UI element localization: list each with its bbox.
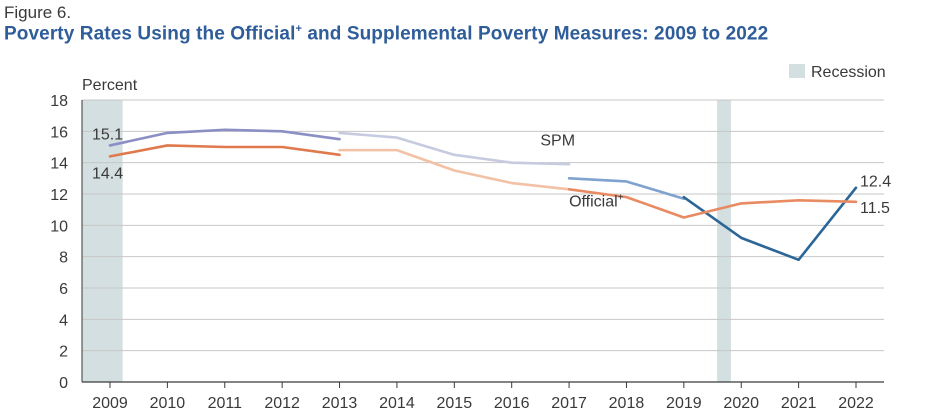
- y-axis-label: Percent: [82, 77, 138, 94]
- y-tick-label: 14: [50, 156, 68, 173]
- x-tick-label: 2009: [92, 395, 128, 412]
- y-tick-label: 10: [50, 218, 68, 235]
- y-tick-label: 0: [59, 375, 68, 392]
- annotation-label: SPM: [540, 132, 575, 149]
- title-text-rest: and Supplemental Poverty Measures: 2009 …: [301, 23, 769, 45]
- annotation-label: 14.4: [92, 165, 123, 182]
- spm-line-segment: [682, 186, 858, 262]
- x-tick-label: 2011: [208, 395, 243, 412]
- spm-line-segment: [108, 128, 341, 147]
- title-superscript: +: [295, 23, 302, 35]
- y-tick-label: 18: [50, 93, 68, 110]
- data-labels: 15.1 14.4 12.4 11.5 SPM Official+: [92, 126, 891, 216]
- x-tick-label: 2014: [379, 395, 415, 412]
- official-line-segment: [108, 144, 341, 158]
- x-tick-label: 2021: [781, 395, 817, 412]
- annotation-label: 15.1: [92, 126, 123, 143]
- annotation-label: Official+: [569, 193, 624, 211]
- legend-label-recession: Recession: [811, 64, 886, 81]
- chart-title: Poverty Rates Using the Official+ and Su…: [4, 23, 768, 45]
- legend-swatch-recession: [789, 64, 805, 78]
- figure-label: Figure 6.: [4, 3, 72, 22]
- y-tick-label: 4: [59, 312, 68, 329]
- recession-band: [82, 100, 123, 382]
- x-tick-label: 2022: [838, 395, 874, 412]
- series-lines: [108, 128, 858, 262]
- official-line-segment: [338, 148, 571, 191]
- annotation-label: 12.4: [860, 174, 891, 191]
- x-tick-label: 2015: [437, 395, 473, 412]
- gridlines: [82, 99, 884, 352]
- y-tick-label: 16: [50, 124, 68, 141]
- x-tick-label: 2020: [723, 395, 759, 412]
- y-tick-label: 12: [50, 187, 68, 204]
- x-tick-label: 2019: [666, 395, 702, 412]
- recession-bands: [82, 100, 731, 382]
- x-tick-label: 2013: [322, 395, 358, 412]
- legend: Recession: [789, 64, 886, 81]
- recession-band: [717, 100, 731, 382]
- x-tick-label: 2017: [551, 395, 587, 412]
- official-line-segment: [567, 188, 858, 219]
- annotation-label: 11.5: [860, 200, 890, 217]
- x-tick-label: 2018: [609, 395, 645, 412]
- x-tick-label: 2010: [150, 395, 186, 412]
- axes: 0 2 4 6 8 10 12 14 16 18 Percent 2009 2010 2011 2012 20…: [50, 77, 884, 412]
- spm-line-segment: [338, 131, 571, 166]
- y-tick-label: 6: [59, 281, 68, 298]
- y-tick-label: 8: [59, 250, 68, 267]
- title-text-main: Poverty Rates Using the Official: [4, 23, 296, 45]
- spm-line-segment: [567, 177, 686, 200]
- x-tick-label: 2016: [494, 395, 530, 412]
- y-tick-label: 2: [59, 344, 68, 361]
- x-tick-label: 2012: [264, 395, 300, 412]
